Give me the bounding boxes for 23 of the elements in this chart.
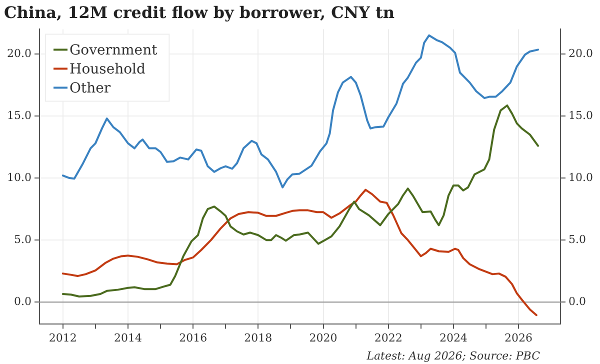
y2-tick-label: 20.0 (568, 46, 594, 60)
x-tick-label: 2018 (244, 331, 272, 344)
chart-title: China, 12M credit flow by borrower, CNY tn (4, 2, 395, 22)
y-tick-label: 0.0 (14, 294, 32, 308)
y2-tick-label: 15.0 (568, 108, 594, 122)
x-tick-label: 2016 (179, 331, 208, 344)
legend-label: Household (69, 61, 146, 78)
y2-tick-label: 0.0 (568, 294, 586, 308)
x-tick-label: 2024 (439, 331, 468, 344)
legend-label: Government (69, 42, 158, 58)
y2-tick-label: 5.0 (568, 232, 586, 246)
x-tick-label: 2026 (504, 331, 533, 344)
text: Latest: Aug 2026; Source: PBC (366, 349, 541, 362)
y2-tick-label: 10.0 (568, 170, 594, 184)
y-tick-label: 10.0 (6, 170, 32, 184)
x-tick-label: 2022 (374, 331, 402, 344)
x-tick-label: 2020 (309, 331, 338, 344)
legend-label: Other (69, 80, 111, 96)
x-tick-label: 2014 (114, 331, 142, 344)
x-tick-label: 2012 (48, 331, 77, 344)
y-tick-label: 15.0 (6, 108, 32, 122)
y-tick-label: 20.0 (6, 46, 32, 60)
y-tick-label: 5.0 (14, 232, 32, 246)
